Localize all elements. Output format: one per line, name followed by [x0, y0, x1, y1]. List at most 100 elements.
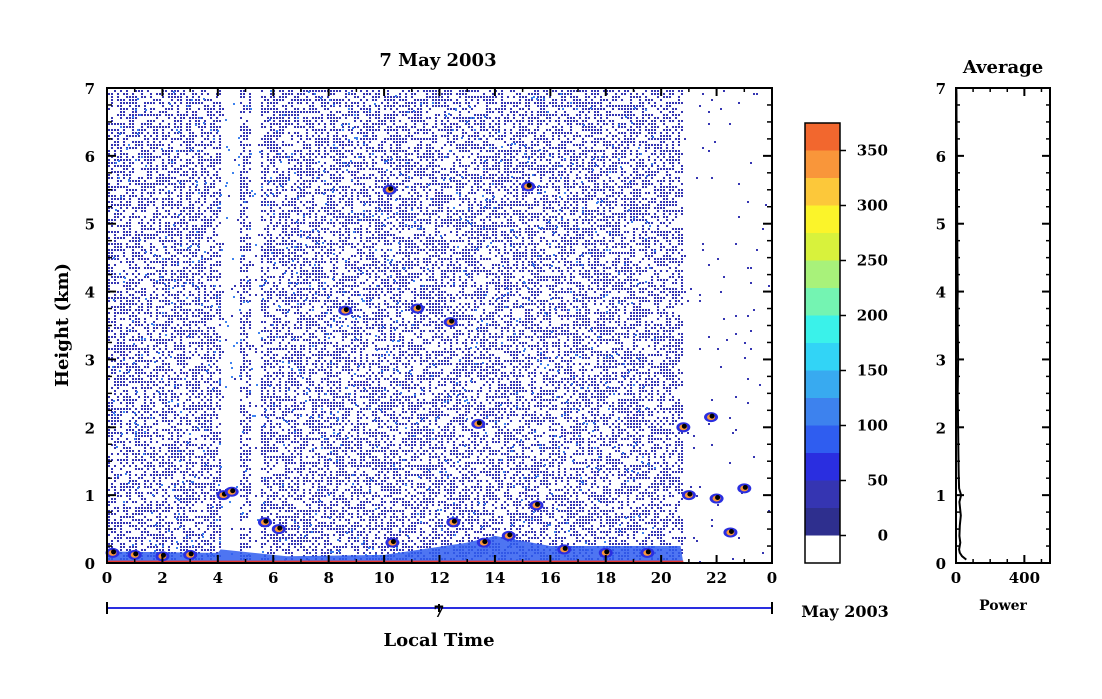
- avg-x-tick-label: 0: [951, 569, 961, 587]
- x-tick-label: 12: [429, 569, 450, 587]
- y-tick-label: 7: [85, 80, 95, 98]
- x-tick-label: 0: [102, 569, 112, 587]
- avg-y-tick-label: 2: [936, 419, 946, 437]
- colorbar-tick-label: 100: [857, 417, 888, 435]
- strong-echo: [676, 422, 691, 433]
- strong-echo: [501, 530, 516, 541]
- strong-echo: [709, 493, 724, 504]
- strong-echo: [183, 549, 198, 560]
- strong-echo: [105, 547, 120, 558]
- colorbar-level: [805, 205, 840, 233]
- colorbar-level: [805, 178, 840, 206]
- avg-xlabel: Power: [979, 598, 1027, 614]
- x-tick-label: 18: [595, 569, 616, 587]
- colorbar-tick-label: 0: [878, 527, 888, 545]
- colorbar-level: [805, 535, 840, 563]
- colorbar-tick-label: 250: [857, 252, 888, 270]
- x-tick-label: 22: [706, 569, 727, 587]
- heatmap-plot: [105, 90, 770, 563]
- strong-echo: [257, 517, 272, 528]
- avg-x-tick-label: 400: [1009, 569, 1040, 587]
- colorbar-level: [805, 398, 840, 426]
- strong-echo: [681, 490, 696, 501]
- boundary-layer: [107, 535, 684, 563]
- strong-echo: [471, 418, 486, 429]
- x-tick-label: 4: [213, 569, 223, 587]
- colorbar-level: [805, 315, 840, 343]
- y-tick-label: 2: [85, 419, 95, 437]
- date-month-label: May 2003: [801, 602, 888, 621]
- strong-echo: [704, 412, 719, 423]
- x-tick-label: 2: [157, 569, 167, 587]
- avg-y-tick-label: 4: [936, 284, 946, 302]
- colorbar-level: [805, 453, 840, 481]
- strong-echo: [382, 184, 397, 195]
- colorbar-level: [805, 233, 840, 261]
- colorbar-level: [805, 123, 840, 151]
- strong-echo: [737, 483, 752, 494]
- strong-echo: [127, 549, 142, 560]
- x-tick-label: 20: [651, 569, 672, 587]
- weak-return-speckle: [108, 90, 770, 563]
- x-tick-label: 6: [268, 569, 278, 587]
- colorbar-level: [805, 343, 840, 371]
- strong-echoes: [105, 181, 752, 562]
- strong-echo: [410, 303, 425, 314]
- colorbar-level: [805, 425, 840, 453]
- strong-echo: [476, 537, 491, 548]
- x-tick-label: 16: [540, 569, 561, 587]
- colorbar-tick-label: 300: [857, 197, 888, 215]
- x-tick-label: 0: [767, 569, 777, 587]
- avg-title: Average: [962, 57, 1043, 78]
- strong-echo: [271, 524, 286, 535]
- avg-y-tick-label: 5: [936, 216, 946, 234]
- strong-echo: [723, 527, 738, 538]
- colorbar-tick-label: 150: [857, 362, 888, 380]
- avg-y-tick-label: 3: [936, 351, 946, 369]
- colorbar-tick-label: 50: [867, 472, 888, 490]
- x-tick-label: 10: [374, 569, 395, 587]
- main-xlabel: Local Time: [383, 630, 494, 651]
- y-tick-label: 0: [85, 555, 95, 573]
- strong-echo: [224, 486, 239, 497]
- colorbar-tick-label: 200: [857, 307, 888, 325]
- avg-profile: [955, 87, 967, 561]
- avg-plot-frame: [955, 87, 1051, 564]
- strong-echo: [338, 305, 353, 316]
- avg-y-tick-label: 6: [936, 148, 946, 166]
- colorbar-level: [805, 370, 840, 398]
- strong-echo: [529, 500, 544, 511]
- x-tick-label: 8: [323, 569, 333, 587]
- y-tick-label: 6: [85, 148, 95, 166]
- main-title: 7 May 2003: [379, 50, 496, 71]
- avg-y-tick-label: 1: [936, 487, 946, 505]
- colorbar-level: [805, 480, 840, 508]
- colorbar-tick-label: 350: [857, 142, 888, 160]
- x-tick-label: 14: [484, 569, 505, 587]
- avg-power-line: [955, 87, 967, 561]
- colorbar-frame: [804, 122, 841, 564]
- y-tick-label: 4: [85, 284, 95, 302]
- colorbar-level: [805, 150, 840, 178]
- strong-echo: [443, 317, 458, 328]
- avg-y-tick-label: 0: [936, 555, 946, 573]
- strong-echo: [521, 181, 536, 192]
- strong-echo: [598, 547, 613, 558]
- strong-echo: [640, 547, 655, 558]
- colorbar: 0 50 100 150 200 250 300 350: [804, 122, 888, 564]
- avg-axes: 0 1 2 3 4 5 6 7 0 400: [936, 80, 1050, 587]
- speckle-cells: [108, 90, 770, 563]
- date-day-label: 7: [433, 602, 444, 621]
- colorbar-level: [805, 260, 840, 288]
- strong-echo: [557, 544, 572, 555]
- strong-echo: [446, 517, 461, 528]
- main-ylabel: Height (km): [52, 263, 73, 387]
- colorbar-level: [805, 508, 840, 536]
- y-tick-label: 3: [85, 351, 95, 369]
- y-tick-label: 1: [85, 487, 95, 505]
- date-axis: [106, 602, 773, 614]
- y-tick-label: 5: [85, 216, 95, 234]
- strong-echo: [385, 537, 400, 548]
